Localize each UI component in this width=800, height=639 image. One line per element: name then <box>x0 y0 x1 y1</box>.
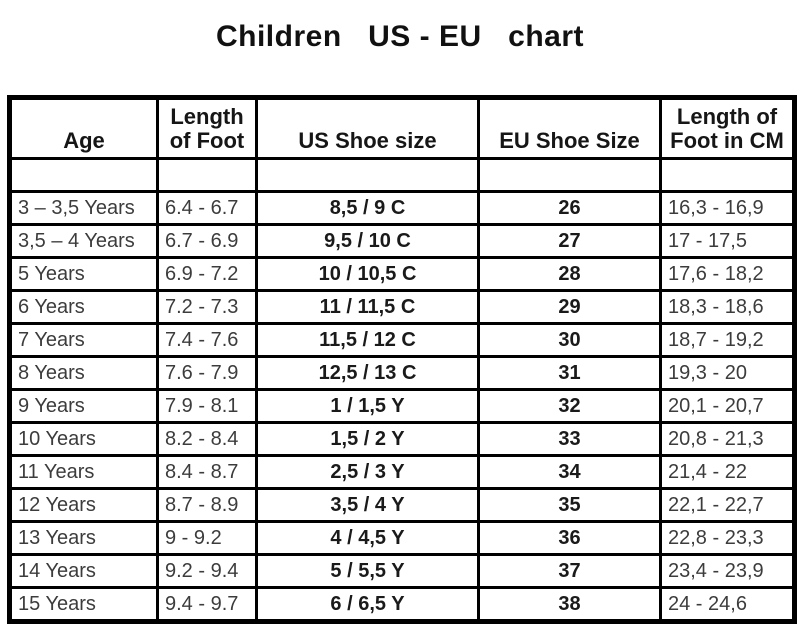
age-cell: 3 – 3,5 Years <box>8 190 159 226</box>
eu-size-cell: 35 <box>477 487 662 523</box>
us-size-cell: 1,5 / 2 Y <box>255 421 480 457</box>
foot-length-cm-cell: 21,4 - 22 <box>659 454 796 490</box>
header-foot-length: Length of Foot <box>156 96 258 160</box>
foot-length-cm-cell: 22,8 - 23,3 <box>659 520 796 556</box>
foot-length-cm-cell: 17,6 - 18,2 <box>659 256 796 292</box>
header-us-shoe-size: US Shoe size <box>255 96 480 160</box>
eu-size-cell: 34 <box>477 454 662 490</box>
table-row: 13 Years 9 - 9.2 4 / 4,5 Y 36 22,8 - 23,… <box>8 520 796 556</box>
foot-length-inches-cell: 9 - 9.2 <box>156 520 258 556</box>
foot-length-cm-cell: 23,4 - 23,9 <box>659 553 796 589</box>
foot-length-cm-cell: 17 - 17,5 <box>659 223 796 259</box>
foot-length-inches-cell: 6.9 - 7.2 <box>156 256 258 292</box>
header-age: Age <box>8 96 159 160</box>
eu-size-cell: 38 <box>477 586 662 623</box>
foot-length-cm-cell: 18,7 - 19,2 <box>659 322 796 358</box>
us-size-cell: 12,5 / 13 C <box>255 355 480 391</box>
spacer-cell <box>8 157 159 193</box>
foot-length-cm-cell: 22,1 - 22,7 <box>659 487 796 523</box>
eu-size-cell: 37 <box>477 553 662 589</box>
foot-length-inches-cell: 7.2 - 7.3 <box>156 289 258 325</box>
age-cell: 8 Years <box>8 355 159 391</box>
eu-size-cell: 36 <box>477 520 662 556</box>
table-row: 7 Years 7.4 - 7.6 11,5 / 12 C 30 18,7 - … <box>8 322 796 358</box>
foot-length-cm-cell: 20,1 - 20,7 <box>659 388 796 424</box>
table-row: 11 Years 8.4 - 8.7 2,5 / 3 Y 34 21,4 - 2… <box>8 454 796 490</box>
table-row: 9 Years 7.9 - 8.1 1 / 1,5 Y 32 20,1 - 20… <box>8 388 796 424</box>
foot-length-inches-cell: 7.9 - 8.1 <box>156 388 258 424</box>
table-row: 3 – 3,5 Years 6.4 - 6.7 8,5 / 9 C 26 16,… <box>8 190 796 226</box>
table-row: 10 Years 8.2 - 8.4 1,5 / 2 Y 33 20,8 - 2… <box>8 421 796 457</box>
table-row: 3,5 – 4 Years 6.7 - 6.9 9,5 / 10 C 27 17… <box>8 223 796 259</box>
spacer-cell <box>156 157 258 193</box>
foot-length-inches-cell: 7.6 - 7.9 <box>156 355 258 391</box>
spacer-cell <box>477 157 662 193</box>
age-cell: 13 Years <box>8 520 159 556</box>
age-cell: 6 Years <box>8 289 159 325</box>
us-size-cell: 9,5 / 10 C <box>255 223 480 259</box>
foot-length-inches-cell: 8.2 - 8.4 <box>156 421 258 457</box>
eu-size-cell: 26 <box>477 190 662 226</box>
page-title: Children US - EU chart <box>215 20 585 53</box>
age-cell: 12 Years <box>8 487 159 523</box>
eu-size-cell: 27 <box>477 223 662 259</box>
us-size-cell: 6 / 6,5 Y <box>255 586 480 623</box>
eu-size-cell: 30 <box>477 322 662 358</box>
header-eu-shoe-size: EU Shoe Size <box>477 96 662 160</box>
foot-length-inches-cell: 7.4 - 7.6 <box>156 322 258 358</box>
header-row: Age Length of Foot US Shoe size EU Shoe … <box>8 96 796 160</box>
age-cell: 11 Years <box>8 454 159 490</box>
us-size-cell: 4 / 4,5 Y <box>255 520 480 556</box>
table-row: 14 Years 9.2 - 9.4 5 / 5,5 Y 37 23,4 - 2… <box>8 553 796 589</box>
foot-length-inches-cell: 6.4 - 6.7 <box>156 190 258 226</box>
foot-length-cm-cell: 19,3 - 20 <box>659 355 796 391</box>
spacer-row <box>8 157 796 193</box>
age-cell: 10 Years <box>8 421 159 457</box>
spacer-cell <box>659 157 796 193</box>
us-size-cell: 2,5 / 3 Y <box>255 454 480 490</box>
foot-length-inches-cell: 9.2 - 9.4 <box>156 553 258 589</box>
us-size-cell: 10 / 10,5 C <box>255 256 480 292</box>
eu-size-cell: 33 <box>477 421 662 457</box>
table-row: 8 Years 7.6 - 7.9 12,5 / 13 C 31 19,3 - … <box>8 355 796 391</box>
eu-size-cell: 29 <box>477 289 662 325</box>
foot-length-cm-cell: 16,3 - 16,9 <box>659 190 796 226</box>
age-cell: 3,5 – 4 Years <box>8 223 159 259</box>
foot-length-inches-cell: 9.4 - 9.7 <box>156 586 258 623</box>
us-size-cell: 11 / 11,5 C <box>255 289 480 325</box>
age-cell: 15 Years <box>8 586 159 623</box>
us-size-cell: 1 / 1,5 Y <box>255 388 480 424</box>
foot-length-cm-cell: 24 - 24,6 <box>659 586 796 623</box>
age-cell: 7 Years <box>8 322 159 358</box>
age-cell: 14 Years <box>8 553 159 589</box>
table-row: 12 Years 8.7 - 8.9 3,5 / 4 Y 35 22,1 - 2… <box>8 487 796 523</box>
us-size-cell: 8,5 / 9 C <box>255 190 480 226</box>
eu-size-cell: 32 <box>477 388 662 424</box>
us-size-cell: 3,5 / 4 Y <box>255 487 480 523</box>
size-chart-table: Age Length of Foot US Shoe size EU Shoe … <box>7 95 797 624</box>
foot-length-inches-cell: 6.7 - 6.9 <box>156 223 258 259</box>
header-foot-length-cm: Length of Foot in CM <box>659 96 796 160</box>
foot-length-cm-cell: 20,8 - 21,3 <box>659 421 796 457</box>
foot-length-inches-cell: 8.7 - 8.9 <box>156 487 258 523</box>
table-row: 6 Years 7.2 - 7.3 11 / 11,5 C 29 18,3 - … <box>8 289 796 325</box>
foot-length-cm-cell: 18,3 - 18,6 <box>659 289 796 325</box>
table-body: 3 – 3,5 Years 6.4 - 6.7 8,5 / 9 C 26 16,… <box>8 157 796 623</box>
eu-size-cell: 31 <box>477 355 662 391</box>
eu-size-cell: 28 <box>477 256 662 292</box>
age-cell: 9 Years <box>8 388 159 424</box>
table-row: 5 Years 6.9 - 7.2 10 / 10,5 C 28 17,6 - … <box>8 256 796 292</box>
age-cell: 5 Years <box>8 256 159 292</box>
foot-length-inches-cell: 8.4 - 8.7 <box>156 454 258 490</box>
us-size-cell: 5 / 5,5 Y <box>255 553 480 589</box>
spacer-cell <box>255 157 480 193</box>
table-row: 15 Years 9.4 - 9.7 6 / 6,5 Y 38 24 - 24,… <box>8 586 796 623</box>
us-size-cell: 11,5 / 12 C <box>255 322 480 358</box>
